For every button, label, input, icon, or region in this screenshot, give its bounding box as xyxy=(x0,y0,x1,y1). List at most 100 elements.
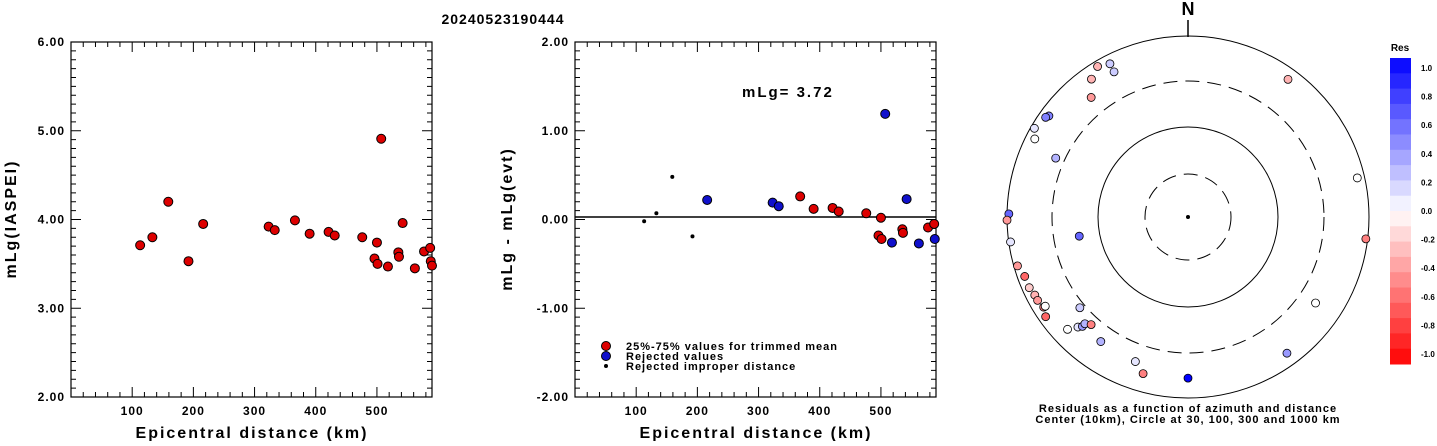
colorbar-swatch xyxy=(1390,348,1411,365)
mlg-plot-frame xyxy=(70,41,433,398)
residual-point-accepted xyxy=(876,234,887,245)
residual-point-accepted xyxy=(897,227,908,238)
mlg-point xyxy=(376,133,387,144)
polar-points xyxy=(1002,59,1371,383)
colorbar-swatch xyxy=(1390,165,1411,181)
residual-point-accepted xyxy=(808,203,819,214)
residual-x-tick-label: 500 xyxy=(869,404,892,418)
residual-point-improper xyxy=(642,219,647,224)
polar-station-point xyxy=(1093,62,1102,71)
polar-station-point xyxy=(1138,369,1148,378)
polar-station-point xyxy=(1029,123,1039,133)
colorbar-swatch xyxy=(1390,333,1411,350)
polar-station-point xyxy=(1051,153,1061,163)
polar-station-point xyxy=(1006,237,1015,247)
mlg-point xyxy=(135,240,146,251)
legend-label-rejected: Rejected values xyxy=(626,351,724,363)
mlg-y-tick-label: 5.00 xyxy=(38,124,65,138)
center-point xyxy=(1186,215,1190,219)
mlg-point xyxy=(198,218,209,229)
circle-30km xyxy=(1144,173,1232,261)
colorbar-labels: 1.0 0.8 0.6 0.4 0.2 0.0 -0.2 -0.4 -0.6 -0.8 -1.0 xyxy=(1421,64,1435,359)
mlg-y-axis-label: mLg(IASPEI) xyxy=(3,160,20,279)
mlg-point xyxy=(409,263,420,274)
polar-chart: N Residuals as a function of azimuth and… xyxy=(1002,0,1371,426)
polar-station-point xyxy=(1002,215,1012,225)
colorbar-swatch xyxy=(1390,180,1411,197)
colorbar-swatch xyxy=(1390,272,1411,288)
colorbar-title: Res xyxy=(1391,43,1410,54)
mlg-point xyxy=(269,225,280,236)
polar-station-point xyxy=(1075,303,1085,313)
colorbar-swatch xyxy=(1390,241,1411,258)
legend-label-improper: Rejected improper distance xyxy=(626,361,796,373)
colorbar-tick-label: 1.0 xyxy=(1421,64,1433,73)
mlg-x-tick-label: 500 xyxy=(365,404,388,418)
polar-station-point xyxy=(1109,67,1119,77)
mlg-points xyxy=(135,133,437,274)
residual-ticks: 100 200 300 400 500 -2.00 -1.00 0.00 1.00 2.00 xyxy=(537,35,936,418)
colorbar-tick-label: 0.0 xyxy=(1421,207,1433,216)
residual-point-rejected xyxy=(901,194,912,205)
colorbar: Res 1.0 0.8 0.6 0.4 0.2 0.0 -0.2 -0.4 -0.6 -0.8 -1… xyxy=(1390,43,1435,365)
residual-x-tick-label: 300 xyxy=(747,404,770,418)
colorbar-swatch xyxy=(1390,302,1411,319)
residual-point-rejected xyxy=(929,234,940,245)
mlg-chart: 100 200 300 400 500 2.00 3.00 4.00 5.00 6.00 Epic… xyxy=(3,35,437,442)
legend-label-accepted: 25%-75% values for trimmed mean xyxy=(626,341,838,353)
polar-station-point xyxy=(1033,295,1043,305)
colorbar-swatch xyxy=(1390,119,1411,135)
mlg-value-annotation: mLg= 3.72 xyxy=(742,84,834,101)
colorbar-swatch xyxy=(1390,226,1411,243)
residual-point-accepted xyxy=(833,206,844,217)
residual-point-rejected xyxy=(880,108,891,119)
polar-station-point xyxy=(1013,261,1022,271)
polar-station-point xyxy=(1282,348,1292,358)
mlg-x-tick-label: 100 xyxy=(121,404,144,418)
polar-station-point xyxy=(1086,93,1096,102)
colorbar-swatch xyxy=(1390,134,1411,151)
colorbar-swatch xyxy=(1390,103,1411,120)
mlg-point xyxy=(357,232,368,243)
polar-station-point xyxy=(1130,357,1140,366)
residual-point-accepted xyxy=(861,208,872,219)
colorbar-tick-label: -0.6 xyxy=(1421,293,1435,302)
colorbar-swatch xyxy=(1390,287,1411,304)
mlg-y-tick-label: 6.00 xyxy=(38,35,65,49)
colorbar-swatches xyxy=(1390,58,1411,365)
polar-station-point xyxy=(1041,312,1051,322)
colorbar-swatch xyxy=(1390,195,1411,212)
colorbar-swatch xyxy=(1390,88,1411,105)
colorbar-tick-label: 0.8 xyxy=(1421,93,1433,102)
residual-y-axis-label: mLg - mLg(evt) xyxy=(499,147,516,291)
residual-y-tick-label: 2.00 xyxy=(542,35,569,49)
mlg-x-axis-label: Epicentral distance (km) xyxy=(136,425,369,441)
residual-point-accepted xyxy=(875,212,886,223)
residual-points xyxy=(642,108,940,249)
mlg-point xyxy=(183,256,194,267)
residual-point-improper xyxy=(690,234,695,239)
residual-point-improper xyxy=(654,211,659,216)
colorbar-swatch xyxy=(1390,149,1411,166)
residual-x-axis-label: Epicentral distance (km) xyxy=(640,425,873,441)
polar-station-point xyxy=(1361,234,1371,244)
mlg-point xyxy=(382,261,393,272)
colorbar-tick-label: -0.4 xyxy=(1421,264,1435,273)
mlg-point xyxy=(371,237,382,248)
mlg-point xyxy=(425,242,436,253)
circle-300km xyxy=(1051,80,1325,354)
polar-station-point xyxy=(1086,320,1096,330)
colorbar-tick-label: 0.2 xyxy=(1421,178,1433,187)
polar-station-point xyxy=(1096,337,1106,346)
mlg-ticks: 100 200 300 400 500 2.00 3.00 4.00 5.00 6.00 xyxy=(38,35,432,418)
polar-station-point xyxy=(1020,272,1030,281)
residual-x-tick-label: 200 xyxy=(686,404,709,418)
polar-station-point xyxy=(1024,283,1034,293)
mlg-point xyxy=(163,196,174,207)
residual-chart: 100 200 300 400 500 -2.00 -1.00 0.00 1.00 2.00 mL… xyxy=(499,35,940,442)
polar-station-point xyxy=(1105,59,1115,69)
mlg-point xyxy=(397,218,408,229)
residual-point-rejected xyxy=(773,201,784,212)
mlg-y-tick-label: 2.00 xyxy=(38,390,65,404)
residual-point-rejected xyxy=(702,194,713,205)
